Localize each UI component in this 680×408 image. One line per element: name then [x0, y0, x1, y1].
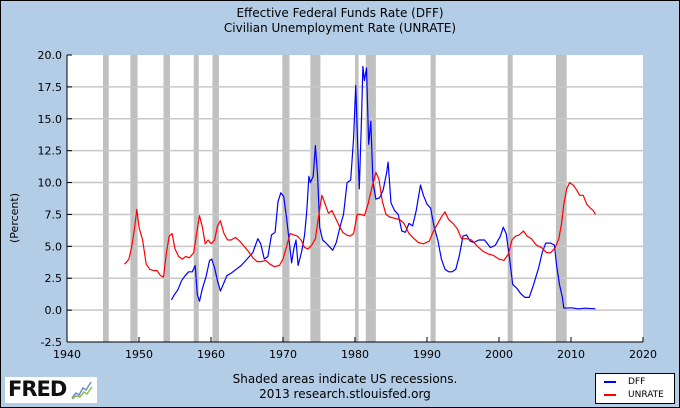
y-tick-label: 20.0	[38, 49, 63, 62]
recession-note: Shaded areas indicate US recessions.	[232, 372, 458, 386]
fred-logo[interactable]: FRED	[5, 377, 97, 403]
recession-band	[310, 55, 321, 342]
x-tick-label: 2020	[629, 348, 657, 361]
y-tick-label: 10.0	[38, 177, 63, 190]
y-axis-label: (Percent)	[8, 193, 21, 243]
legend-swatch-unrate	[604, 393, 616, 396]
y-tick-label: 0.0	[45, 304, 63, 317]
series-lines	[124, 65, 597, 310]
recession-band	[282, 55, 290, 342]
legend-swatch-dff	[604, 380, 616, 383]
x-tick-label: 1940	[53, 348, 81, 361]
source-note: 2013 research.stlouisfed.org	[259, 387, 431, 401]
series-line-dff	[170, 65, 596, 310]
x-tick-labels: 1940 1950 1960 1970 1980 1990 2000 2010 2020	[53, 348, 657, 361]
legend-label-dff: DFF	[628, 377, 646, 387]
recession-band	[130, 55, 138, 342]
y-tick-label: 2.5	[45, 272, 63, 285]
x-tick-label: 1970	[269, 348, 297, 361]
axes	[66, 55, 643, 343]
y-tick-label: 7.5	[45, 208, 63, 221]
legend-item-unrate: UNRATE	[604, 390, 664, 402]
recession-bands	[103, 55, 567, 342]
legend: DFF UNRATE	[595, 373, 675, 404]
series-line-unrate	[124, 171, 597, 278]
recession-band	[365, 55, 376, 342]
x-tick-label: 1950	[125, 348, 153, 361]
x-tick-label: 2010	[557, 348, 585, 361]
y-tick-label: 17.5	[38, 81, 63, 94]
legend-label-unrate: UNRATE	[628, 390, 664, 400]
y-tick-label: -2.5	[41, 336, 62, 349]
recession-band	[163, 55, 170, 342]
recession-band	[507, 55, 513, 342]
recession-band	[103, 55, 109, 342]
fred-logo-text: FRED	[8, 377, 67, 401]
y-tick-label: 12.5	[38, 145, 63, 158]
y-tick-label: 5.0	[45, 240, 63, 253]
chart-subtitle: Civilian Unemployment Rate (UNRATE)	[223, 21, 457, 35]
recession-band	[430, 55, 436, 342]
recession-band	[193, 55, 199, 342]
recession-band	[212, 55, 219, 342]
grid-lines	[66, 54, 644, 343]
y-tick-labels: -2.5 0.0 2.5 5.0 7.5 10.0 12.5 15.0 17.5 20.0	[38, 49, 63, 349]
mini-chart-icon	[71, 381, 93, 400]
x-tick-label: 2000	[485, 348, 513, 361]
recession-band	[555, 55, 567, 342]
x-tick-label: 1980	[341, 348, 369, 361]
x-tick-label: 1990	[413, 348, 441, 361]
x-tick-label: 1960	[197, 348, 225, 361]
chart-svg: -2.5 0.0 2.5 5.0 7.5 10.0 12.5 15.0 17.5 20.0 194…	[8, 49, 657, 361]
recession-band	[355, 55, 359, 342]
y-tick-label: 15.0	[38, 113, 63, 126]
chart-title: Effective Federal Funds Rate (DFF)	[236, 6, 444, 20]
legend-item-dff: DFF	[604, 377, 645, 389]
